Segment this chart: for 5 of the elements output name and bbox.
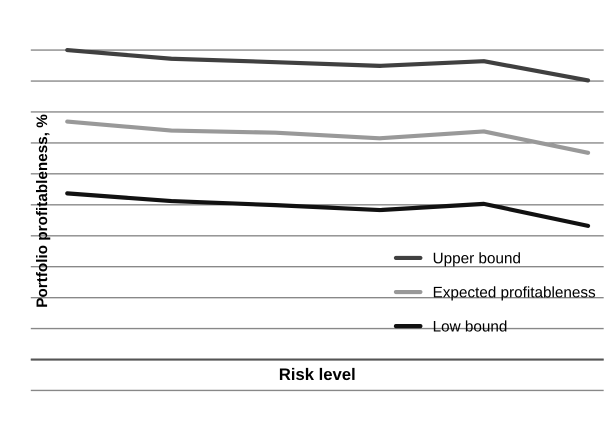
y-axis-title: Portfolio profitableness, %	[36, 114, 50, 307]
legend-label: Upper bound	[434, 252, 520, 266]
legend-label: Low bound	[434, 320, 506, 332]
x-axis-title: Risk level	[280, 368, 355, 380]
legend-label: Expected profitableness	[434, 286, 596, 301]
